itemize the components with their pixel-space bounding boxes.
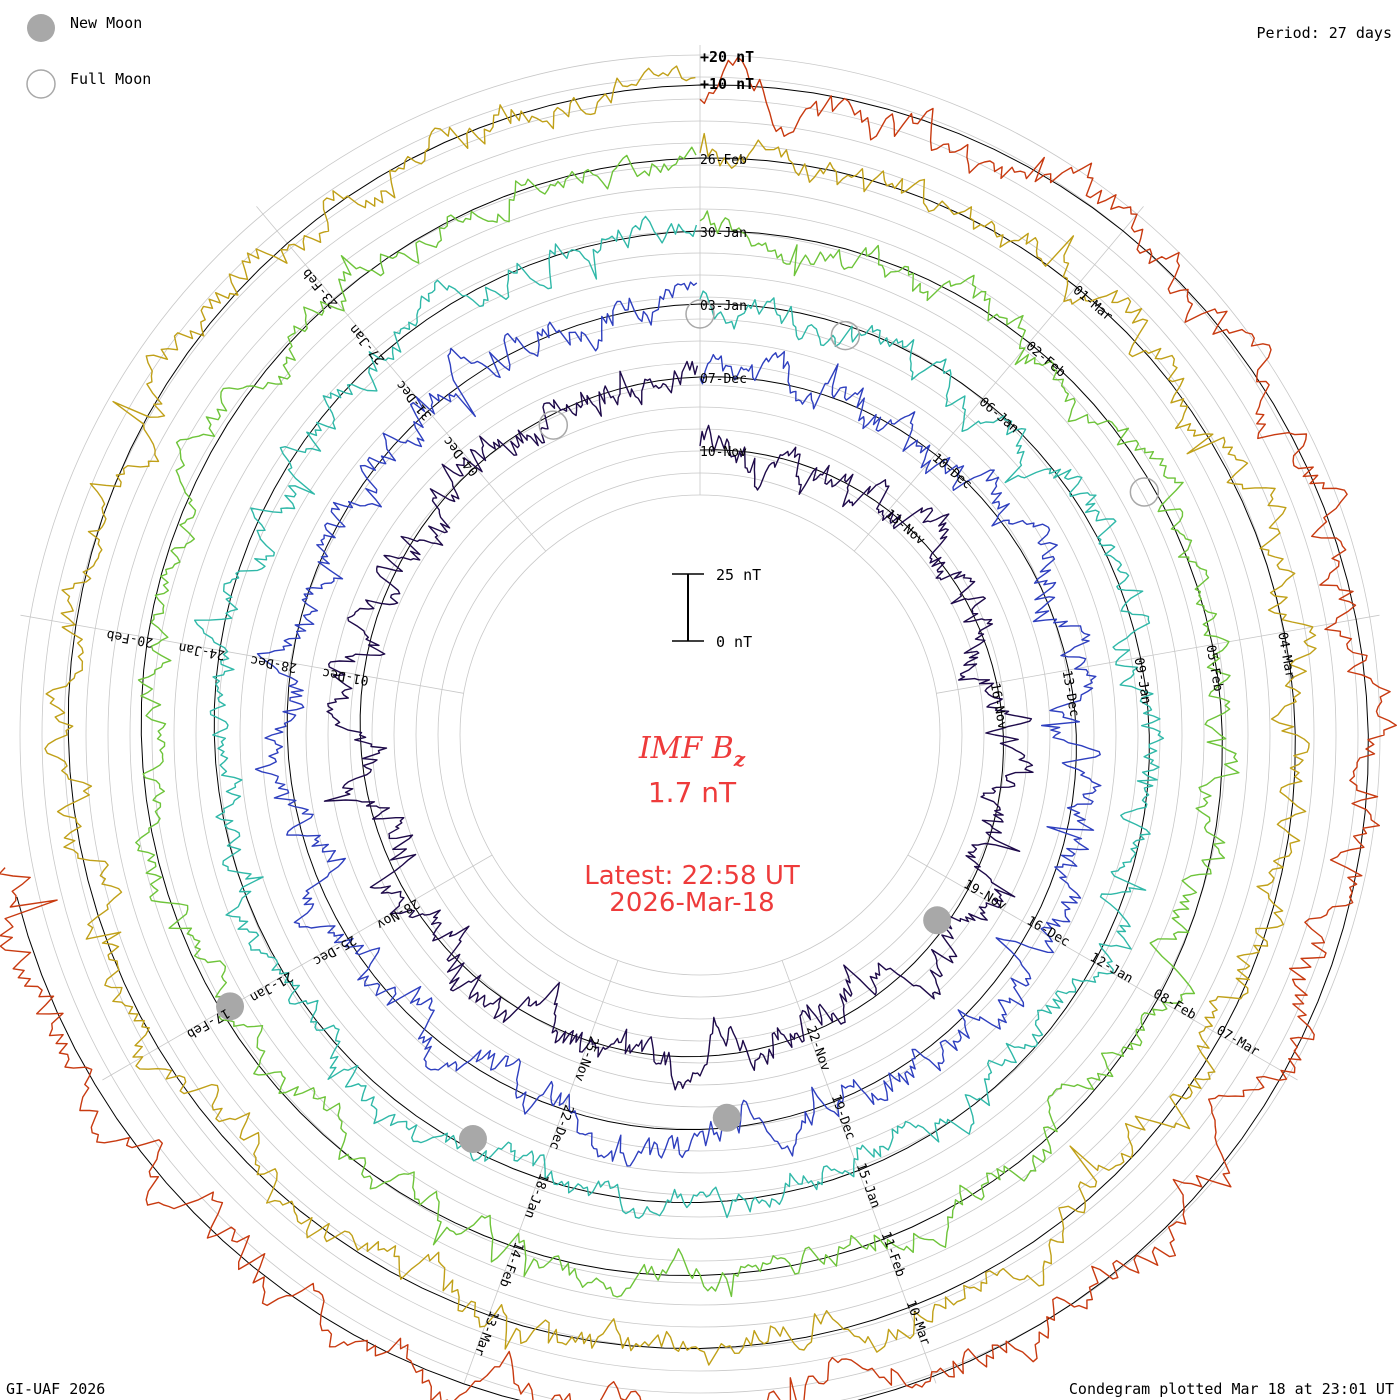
date-label: 28-Dec (249, 652, 298, 675)
date-label: 23-Feb (299, 265, 341, 311)
footer-credit: GI-UAF 2026 (6, 1380, 105, 1398)
full-moon-marker (685, 299, 715, 329)
date-label: 13-Dec (1059, 669, 1082, 718)
data-series (0, 56, 1397, 1400)
footer-plot-time: Condegram plotted Mar 18 at 23:01 UT (1069, 1380, 1394, 1398)
moon-markers (216, 299, 1160, 1154)
date-label: 09-Jan (1131, 656, 1154, 705)
date-label: 01-Dec (321, 665, 370, 688)
date-label: 03-Jan (700, 299, 747, 314)
date-label: 22-Nov (803, 1024, 833, 1073)
date-label: 01-Mar (1070, 283, 1116, 325)
date-label: 16-Nov (987, 682, 1010, 731)
full-moon-marker (538, 410, 569, 440)
grid-spoke (256, 206, 547, 552)
date-label: 13-Mar (471, 1308, 501, 1357)
new-moon-marker (216, 992, 245, 1021)
scale-bar-top-label: 25 nT (716, 566, 761, 584)
grid-spoke (102, 854, 493, 1081)
date-label: 02-Feb (1023, 339, 1069, 381)
date-label: 30-Jan (700, 226, 747, 241)
date-label: 14-Feb (496, 1240, 526, 1289)
title-main: IMF B (638, 731, 734, 766)
radial-spokes (20, 45, 1380, 1384)
series-line-2 (254, 281, 1102, 1167)
series-line-5 (44, 65, 1317, 1366)
date-label: 22-Dec (546, 1103, 576, 1152)
grid-spoke (853, 206, 1144, 552)
date-label: 17-Feb (184, 1005, 232, 1042)
grid-spoke (463, 960, 619, 1384)
title-sub: z (733, 747, 746, 771)
scale-plus20-label: +20 nT (700, 48, 754, 66)
date-label: 07-Mar (1214, 1023, 1262, 1060)
date-label: 11-Feb (878, 1230, 908, 1279)
series-line-6 (0, 56, 1397, 1400)
chart-title: IMF Bz (638, 731, 746, 771)
new-moon-legend-label: New Moon (70, 14, 142, 32)
full-moon-marker (830, 320, 861, 351)
new-moon-marker (458, 1125, 487, 1154)
date-label: 28-Nov (373, 895, 421, 932)
scale-bar: 25 nT 0 nT (672, 566, 761, 651)
latest-time: Latest: 22:58 UT (584, 861, 800, 891)
date-label: 15-Jan (853, 1161, 883, 1210)
date-label: 08-Feb (1150, 987, 1198, 1024)
scale-plus10-label: +10 nT (700, 75, 754, 93)
date-label: 10-Dec (929, 451, 975, 493)
zero-baselines (16, 84, 1369, 1400)
series-line-3 (194, 215, 1165, 1219)
date-label: 04-Mar (1274, 631, 1297, 680)
date-label: 10-Nov (700, 445, 747, 460)
new-moon-marker (923, 906, 952, 935)
date-label: 25-Dec (310, 932, 358, 968)
date-label: 19-Dec (828, 1093, 858, 1142)
date-label: 12-Jan (1087, 950, 1135, 986)
grid-spoke (907, 854, 1298, 1081)
date-label: 18-Jan (521, 1171, 551, 1220)
date-label: 24-Jan (177, 639, 226, 662)
grid-spoke (936, 614, 1380, 694)
scale-bar-bottom-label: 0 nT (716, 633, 752, 651)
date-label: 20-Feb (105, 627, 154, 650)
date-label: 07-Dec (700, 372, 747, 387)
full-moon-legend-label: Full Moon (70, 70, 151, 88)
grid-circles (19, 54, 1381, 1400)
series-line-1 (323, 360, 1034, 1091)
current-value: 1.7 nT (648, 776, 737, 809)
full-moon-marker (1129, 477, 1160, 507)
grid-spoke (20, 614, 464, 694)
period-label: Period: 27 days (1257, 24, 1392, 42)
new-moon-legend-icon (27, 14, 55, 42)
series-line-4 (135, 146, 1240, 1298)
grid-spoke (781, 960, 937, 1384)
zero-baseline-spiral (16, 84, 1369, 1400)
date-label: 10-Mar (903, 1298, 933, 1347)
full-moon-legend-icon (26, 69, 56, 99)
latest-date: 2026-Mar-18 (609, 888, 774, 918)
new-moon-marker (712, 1103, 741, 1132)
date-label: 26-Feb (700, 153, 747, 168)
